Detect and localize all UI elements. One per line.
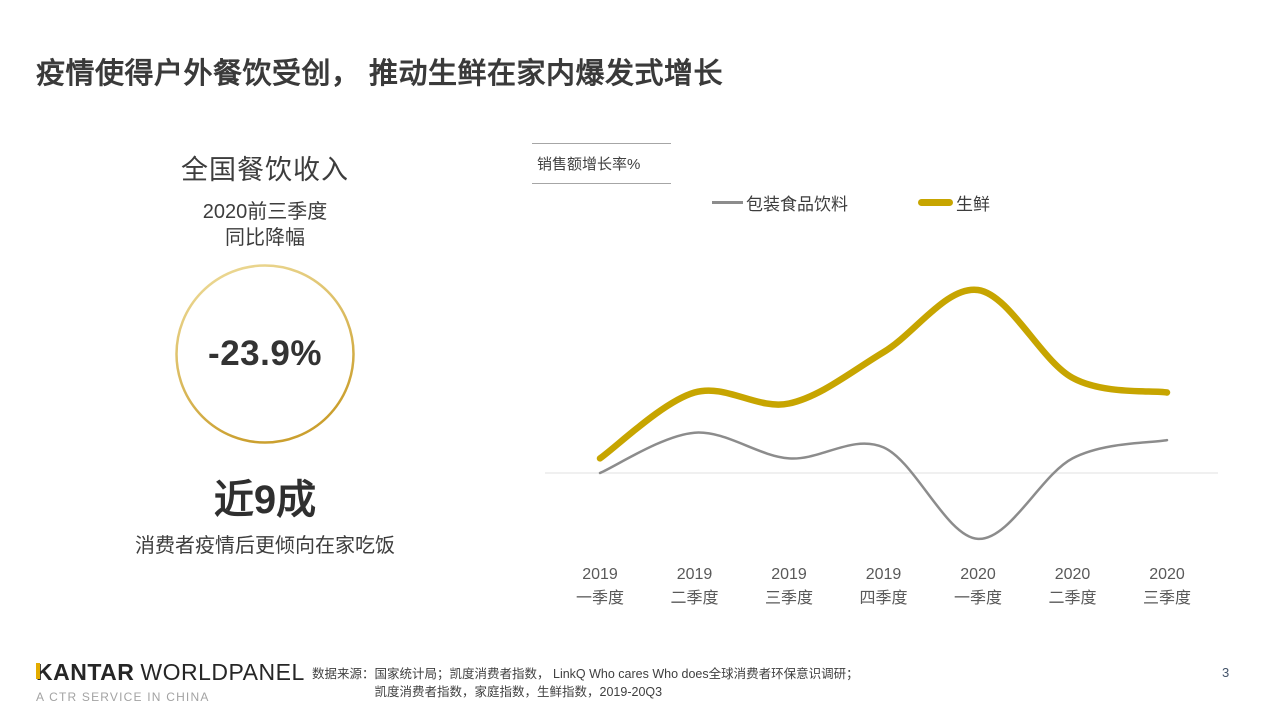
stat-panel: 全国餐饮收入 2020前三季度 同比降幅 -23.9% 近9成 消费者疫情后更倾… xyxy=(100,148,430,558)
legend-line-swatch-gray xyxy=(712,201,743,204)
chart-title: 销售额增长率% xyxy=(537,156,641,173)
legend-label: 生鲜 xyxy=(956,195,990,214)
stat-circle-ring xyxy=(175,264,355,444)
series-line-fresh-food xyxy=(596,286,1171,462)
data-source-line1: 国家统计局；凯度消费者指数， LinkQ Who cares Who does全… xyxy=(374,667,859,681)
legend-item-packaged-food: 包装食品饮料 xyxy=(712,190,848,215)
stat-highlight: 近9成 xyxy=(213,478,317,522)
x-tick-label: 2020 三季度 xyxy=(1142,566,1191,607)
stat-circle: -23.9% xyxy=(174,263,356,445)
series-line-packaged-food xyxy=(598,431,1169,541)
trend-chart-svg xyxy=(545,286,1218,541)
x-axis: 2019 一季度 2019 二季度 2019 三季度 2019 四季度 2020 一季度 2020 二… xyxy=(545,563,1220,613)
chart-title-box: 销售额增长率% xyxy=(532,143,671,184)
stat-subheading-line2: 同比降幅 xyxy=(225,227,305,249)
logo-tagline: A CTR SERVICE IN CHINA xyxy=(36,690,210,704)
x-tick-label: 2019 二季度 xyxy=(670,566,719,607)
slide-title: 疫情使得户外餐饮受创， 推动生鲜在家内爆发式增长 xyxy=(36,58,724,90)
kantar-gold-stem xyxy=(36,663,40,679)
x-tick-label: 2019 三季度 xyxy=(764,566,813,607)
x-tick-label: 2019 一季度 xyxy=(575,566,624,607)
footer-logo: KANTAR WORLDPANEL A CTR SERVICE IN CHINA xyxy=(36,659,305,704)
logo-kantar: KANTAR xyxy=(36,659,135,685)
x-tick-label: 2020 二季度 xyxy=(1048,566,1097,607)
logo-wordmark: KANTAR WORLDPANEL xyxy=(36,659,305,686)
data-source-line2: 凯度消费者指数，家庭指数，生鲜指数，2019-20Q3 xyxy=(374,685,663,699)
legend-label: 包装食品饮料 xyxy=(746,195,848,214)
stat-subheading: 2020前三季度 同比降幅 xyxy=(100,199,430,251)
data-source-label: 数据来源： xyxy=(312,667,375,681)
data-source-lines: 国家统计局；凯度消费者指数， LinkQ Who cares Who does全… xyxy=(375,665,859,701)
stat-heading: 全国餐饮收入 xyxy=(181,155,349,185)
chart-legend: 包装食品饮料 生鲜 xyxy=(712,190,990,215)
stat-circle-value: -23.9% xyxy=(208,334,322,373)
stat-highlight-caption: 消费者疫情后更倾向在家吃饭 xyxy=(135,535,395,557)
logo-worldpanel: WORLDPANEL xyxy=(140,659,305,685)
page-number: 3 xyxy=(1222,665,1230,680)
data-source: 数据来源： 国家统计局；凯度消费者指数， LinkQ Who cares Who… xyxy=(312,665,859,701)
x-tick-label: 2020 一季度 xyxy=(953,566,1002,607)
stat-subheading-line1: 2020前三季度 xyxy=(202,201,328,223)
legend-line-swatch-gold xyxy=(918,199,953,206)
legend-item-fresh-food: 生鲜 xyxy=(918,190,990,215)
x-tick-label: 2019 四季度 xyxy=(859,566,908,607)
